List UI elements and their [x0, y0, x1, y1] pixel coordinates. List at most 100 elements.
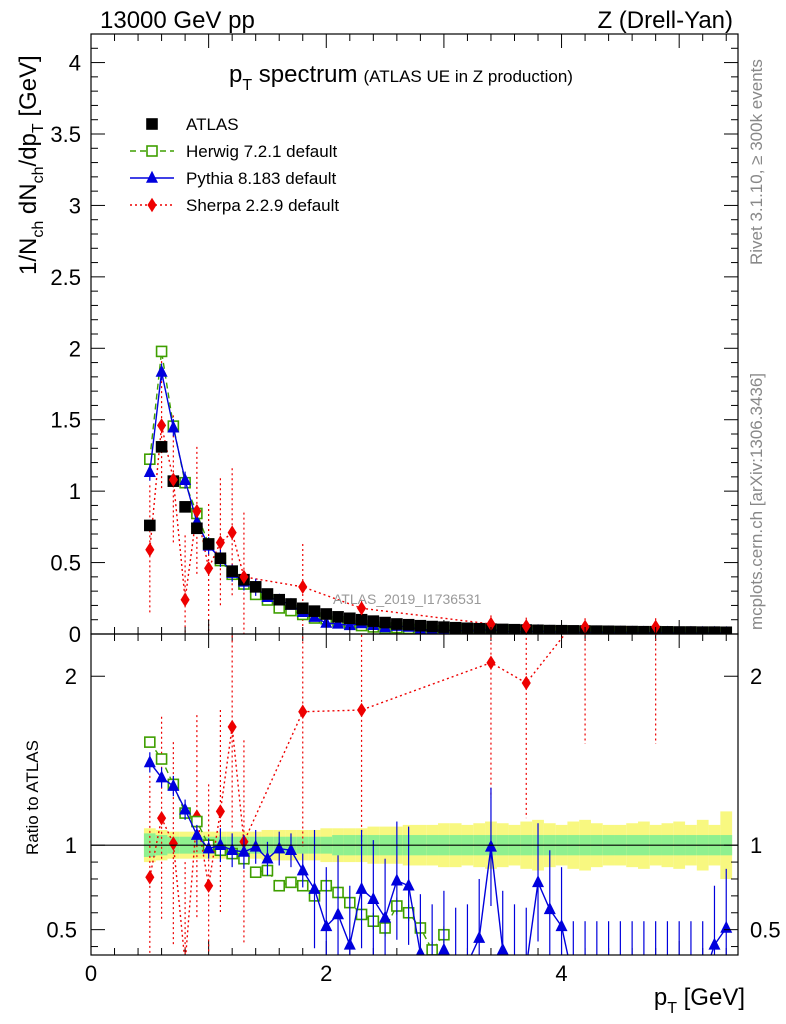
sherpa-point [192, 503, 202, 519]
pythia-ratio-point [508, 956, 520, 968]
legend-label-sherpa: Sherpa 2.2.9 default [186, 196, 339, 215]
atlas-point [449, 621, 462, 634]
legend-marker-sherpa [147, 197, 157, 213]
pythia-ratio-point [367, 892, 380, 905]
sherpa-point [239, 569, 249, 585]
y-tick-label-ratio-left: 2 [65, 664, 77, 689]
side-label-top: Rivet 3.1.10, ≥ 300k events [747, 59, 766, 265]
ratio-frame [90, 633, 739, 956]
xlabel-b: [GeV] [677, 984, 745, 1011]
herwig-ratio-point [155, 753, 168, 765]
pythia-ratio-point [473, 930, 486, 943]
atlas-point [273, 593, 286, 606]
sherpa-ratio-point [227, 719, 237, 735]
atlas-point [496, 623, 509, 634]
sherpa-ratio-point [145, 870, 155, 885]
atlas-point [614, 625, 627, 634]
pythia-ratio-point [355, 881, 368, 894]
legend-label-herwig: Herwig 7.2.1 default [186, 142, 337, 161]
pythia-ratio-point [532, 875, 545, 888]
y-tick-label-ratio-left: 0.5 [46, 918, 77, 943]
atlas-point [144, 519, 156, 532]
pythia-ratio-point [320, 919, 333, 932]
pythia-ratio-point [720, 920, 733, 933]
pythia-ratio-point [143, 755, 156, 768]
title-rest: spectrum [252, 61, 357, 88]
legend-marker-herwig [146, 145, 158, 157]
ylabel-d: [GeV] [15, 55, 42, 123]
pythia-ratio-point [167, 778, 180, 791]
atlas-point [214, 552, 227, 565]
atlas-point [543, 624, 556, 634]
legend-marker-pythia [146, 170, 158, 183]
pythia-point [179, 472, 192, 485]
sherpa-ratio-point [204, 878, 214, 893]
y-tick-label-ratio-right: 2 [750, 664, 762, 689]
pythia-ratio-point [591, 973, 603, 985]
sherpa-ratio-point [581, 601, 590, 615]
pythia-ratio-point [379, 910, 392, 923]
pythia-ratio-point [496, 942, 509, 955]
sherpa-point [168, 472, 178, 487]
sherpa-line [149, 425, 656, 628]
pythia-point [143, 465, 156, 478]
pythia-ratio-point [214, 837, 227, 850]
herwig-point [144, 453, 156, 466]
sherpa-point [357, 601, 367, 616]
pythia-ratio-point [579, 973, 591, 985]
pythia-ratio-point [614, 973, 626, 985]
sherpa-point [157, 418, 167, 433]
sherpa-ratio-point [521, 675, 531, 691]
atlas-point [638, 625, 650, 634]
sherpa-point [204, 561, 214, 576]
pythia-ratio-point [155, 770, 168, 783]
ylabel-b-sub: ch [30, 166, 47, 183]
pythia-ratio-point [437, 942, 450, 955]
y-tick-label-main: 0.5 [50, 551, 81, 576]
sherpa-point [298, 579, 308, 595]
pythia-ratio-point [190, 827, 203, 840]
x-tick-label: 0 [85, 961, 97, 986]
y-tick-label-main: 0 [69, 622, 81, 647]
title-paren: (ATLAS UE in Z production) [364, 67, 573, 86]
main-panel: 0 0.5 1 1.5 2 2.5 3 3.5 4 ATLAS_2019_I1736531 [50, 33, 739, 955]
herwig-ratio-point [249, 866, 262, 879]
atlas-point [320, 608, 333, 620]
sherpa-ratio-point [215, 804, 225, 819]
title-sub: T [242, 77, 252, 94]
ylabel-a-sub: ch [30, 221, 47, 238]
atlas-point [308, 605, 321, 617]
sherpa-point [145, 542, 155, 557]
pythia-ratio-point [415, 946, 425, 955]
pythia-ratio-point [202, 841, 215, 854]
ratio-data [143, 601, 733, 985]
sherpa-point [215, 535, 225, 550]
herwig-point [155, 345, 168, 358]
pythia-ratio-point [543, 902, 556, 915]
sherpa-ratio-point [651, 601, 660, 615]
sherpa-point [180, 592, 190, 607]
sherpa-ratio-point [486, 655, 496, 670]
pythia-ratio-point [296, 863, 309, 876]
y-tick-label-main: 3.5 [50, 122, 81, 147]
sherpa-point [486, 616, 496, 632]
atlas-point [249, 581, 262, 593]
pythia-ratio-point [708, 937, 721, 950]
atlas-point [355, 613, 368, 626]
pythia-ratio-point [450, 960, 462, 972]
atlas-point [708, 626, 721, 634]
sherpa-point [580, 619, 590, 634]
ratio-y-axis-label: Ratio to ATLAS [23, 740, 42, 855]
pythia-point [155, 364, 168, 377]
pythia-ratio-point [626, 973, 638, 985]
atlas-point [155, 441, 168, 453]
legend-label-pythia: Pythia 8.183 default [186, 169, 337, 188]
sherpa-ratio-point [168, 836, 178, 851]
pythia-ratio-line [149, 761, 727, 955]
sherpa-ratio-point [181, 956, 190, 970]
pythia-ratio-point [284, 843, 297, 856]
pythia-ratio-point [555, 919, 568, 932]
pythia-ratio-point [226, 843, 239, 856]
xlabel-a-sub: T [667, 1000, 677, 1017]
